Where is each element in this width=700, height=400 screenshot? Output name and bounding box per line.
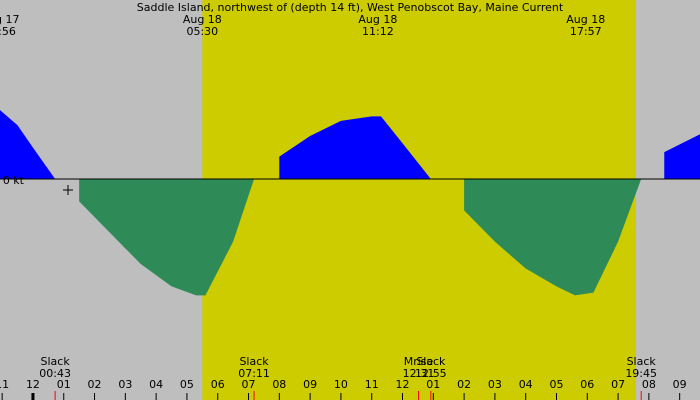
- event-time: 00:43: [39, 367, 71, 380]
- time-label: 05:30: [186, 25, 218, 38]
- x-tick-label: 03: [118, 378, 132, 391]
- cursor: [63, 185, 73, 195]
- event-label: Slack: [41, 355, 71, 368]
- x-tick-label: 07: [611, 378, 625, 391]
- event-label: Slack: [627, 355, 657, 368]
- event-time: 19:45: [625, 367, 657, 380]
- date-label: Aug 18: [566, 13, 605, 26]
- x-tick-label: 08: [272, 378, 286, 391]
- x-tick-label: 10: [334, 378, 348, 391]
- chart-title: Saddle Island, northwest of (depth 14 ft…: [137, 1, 564, 14]
- x-tick-label: 12: [396, 378, 410, 391]
- x-tick-label: 09: [303, 378, 317, 391]
- x-tick-label: 11: [365, 378, 379, 391]
- time-label: 17:57: [570, 25, 602, 38]
- zero-label: 0 kt: [3, 174, 25, 187]
- x-tick-label: 09: [673, 378, 687, 391]
- x-tick-label: 04: [519, 378, 533, 391]
- flood-area: [664, 134, 700, 179]
- date-label: Aug 18: [358, 13, 397, 26]
- x-tick-label: 12: [26, 378, 40, 391]
- x-tick-label: 02: [88, 378, 102, 391]
- x-tick-label: 07: [242, 378, 256, 391]
- event-time: 07:11: [238, 367, 270, 380]
- x-tick-label: 04: [149, 378, 163, 391]
- x-tick-label: 01: [57, 378, 71, 391]
- flood-area: [0, 110, 56, 179]
- ebb-area: [79, 179, 255, 296]
- x-tick-label: 02: [457, 378, 471, 391]
- event-time: 12:31: [403, 367, 435, 380]
- x-tick-label: 11: [0, 378, 9, 391]
- x-tick-label: 01: [426, 378, 440, 391]
- date-label: Aug 18: [183, 13, 222, 26]
- event-label: Slack: [416, 355, 446, 368]
- x-tick-label: 06: [580, 378, 594, 391]
- time-label: 22:56: [0, 25, 16, 38]
- date-label: Aug 17: [0, 13, 19, 26]
- x-tick-label: 03: [488, 378, 502, 391]
- ebb-area: [464, 179, 642, 296]
- flood-area: [279, 116, 431, 179]
- time-label: 11:12: [362, 25, 394, 38]
- x-tick-label: 05: [180, 378, 194, 391]
- event-label: Slack: [239, 355, 269, 368]
- event-label: Mrise: [404, 355, 434, 368]
- event-time: 12:55: [415, 367, 447, 380]
- x-tick-label: 08: [642, 378, 656, 391]
- x-tick-label: 06: [211, 378, 225, 391]
- x-tick-label: 05: [549, 378, 563, 391]
